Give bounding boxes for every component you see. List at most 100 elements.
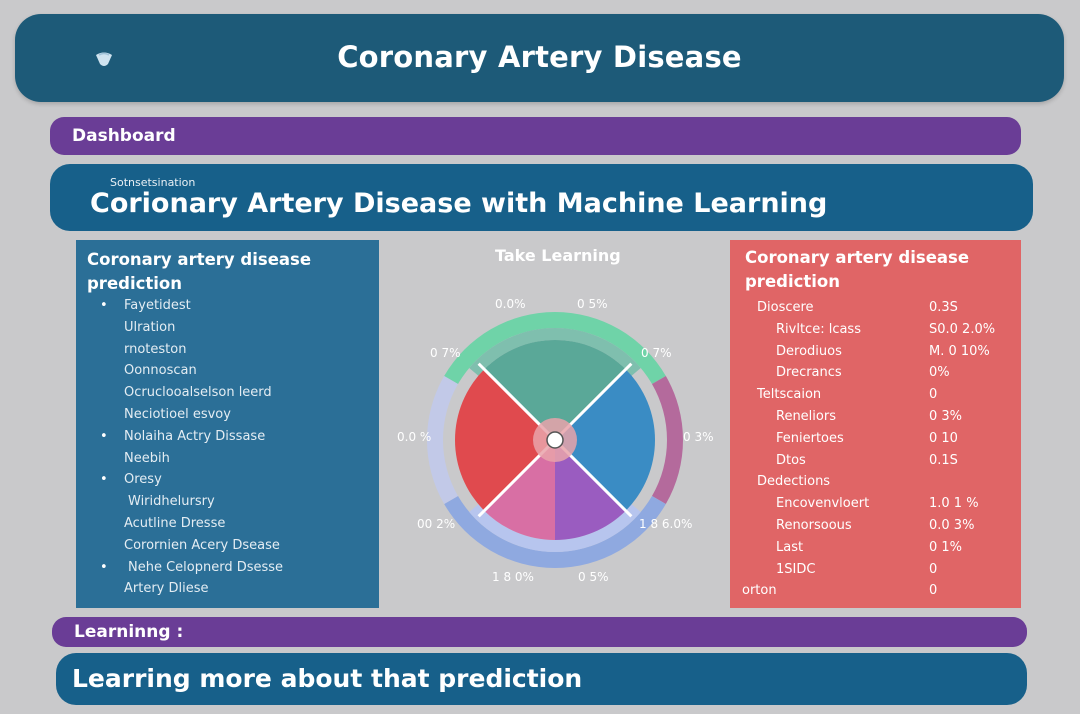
row-label: 1SIDC	[776, 561, 816, 577]
row-label: Dedections	[757, 474, 831, 490]
row-label: Renorsoous	[776, 517, 852, 533]
row-value: 0.0 3%	[929, 517, 975, 533]
outer-ring-light	[427, 376, 459, 504]
list-item: Ocruclooalselson leerd	[76, 383, 379, 405]
row-label: orton	[742, 583, 777, 599]
hero-banner: Sotnsetsination Corionary Artery Disease…	[50, 164, 1033, 231]
inner-ring-teal	[469, 328, 641, 376]
bullet-icon: •	[100, 428, 108, 444]
learning-nav[interactable]: Learninng :	[52, 617, 1027, 647]
table-row: 1SIDC 0	[730, 561, 1021, 583]
row-label: Reneliors	[776, 408, 836, 424]
list-item: Ulration	[76, 318, 379, 340]
prediction-results-panel: Coronary artery disease prediction Diosc…	[730, 240, 1021, 608]
hero-subtitle: Sotnsetsination	[110, 176, 196, 189]
list-item: Acutline Dresse	[76, 514, 379, 536]
chart-percent-label: 0 3%	[683, 430, 714, 444]
inner-ring-blue	[469, 504, 641, 552]
left-panel-title: Coronary artery disease prediction	[87, 250, 312, 293]
chart-percent-label: 1 8 6.0%	[639, 517, 693, 531]
row-label: Dtos	[776, 452, 806, 468]
chart-percent-label: 00 2%	[417, 517, 456, 531]
outer-ring-blue	[444, 496, 666, 568]
right-panel-title: Coronary artery disease prediction	[745, 248, 970, 291]
chart-percent-label: 0 5%	[577, 297, 608, 311]
row-label: Encovenvloert	[776, 496, 870, 512]
table-row: Teltscaion 0	[730, 386, 1021, 408]
list-item-label: rnoteston	[124, 341, 187, 357]
table-row: Dioscere 0.3S	[730, 299, 1021, 321]
list-item: • Nehe Celopnerd Dsesse	[76, 558, 379, 580]
list-item: Corornien Acery Dsease	[76, 536, 379, 558]
outer-ring-mauve	[651, 376, 683, 504]
list-item: Neciotioel esvoy	[76, 405, 379, 427]
row-value: 0	[929, 561, 938, 577]
chart-percent-label: 0 7%	[641, 346, 672, 360]
outer-ring-green	[444, 312, 666, 384]
wedge-right	[555, 369, 655, 511]
learn-more-banner[interactable]: Learring more about that prediction	[56, 653, 1027, 705]
table-row: Feniertoes 0 10	[730, 430, 1021, 452]
results-table: Dioscere 0.3S Rivltce: lcass S0.0 2.0% Derod…	[730, 299, 1021, 604]
list-item: rnoteston	[76, 340, 379, 362]
radial-chart	[427, 312, 683, 568]
list-item-label: Oonnoscan	[124, 363, 197, 379]
list-item: • Oresy	[76, 470, 379, 492]
chart-percent-label: 1 8 0%	[492, 570, 534, 584]
row-label: Feniertoes	[776, 430, 844, 446]
bullet-icon: •	[100, 559, 108, 575]
hero-title: Corionary Artery Disease with Machine Le…	[90, 188, 828, 219]
app-title: Coronary Artery Disease	[337, 40, 742, 74]
row-label: Dioscere	[757, 300, 814, 315]
row-label: Last	[776, 539, 804, 555]
row-label: Teltscaion	[757, 387, 822, 403]
row-value: 0 1%	[929, 539, 963, 555]
chart-percent-label: 0.0%	[495, 297, 526, 311]
dashboard-nav[interactable]: Dashboard	[50, 117, 1021, 155]
learn-more-title: Learring more about that prediction	[72, 664, 583, 693]
list-item-label: Nolaiha Actry Dissase	[124, 428, 266, 444]
table-row: Dedections	[730, 473, 1021, 495]
list-item: • Fayetidest	[76, 296, 379, 318]
list-item-label: Neebih	[124, 450, 170, 466]
row-label: Derodiuos	[776, 343, 842, 359]
app-header: Coronary Artery Disease	[15, 14, 1064, 102]
table-row: Derodiuos M. 0 10%	[730, 343, 1021, 365]
list-item-label: Fayetidest	[124, 298, 191, 313]
table-row: Drecrancs 0%	[730, 364, 1021, 386]
prediction-list-panel: Coronary artery disease prediction • Faye…	[76, 240, 379, 608]
row-value: 1.0 1 %	[929, 496, 979, 512]
row-value: 0.3S	[929, 300, 958, 315]
row-value: 0 3%	[929, 408, 963, 424]
chart-title: Take Learning	[495, 246, 621, 265]
center-dot-icon	[546, 431, 564, 449]
wedge-top	[484, 340, 626, 440]
chart-percent-label: 0 7%	[430, 346, 461, 360]
list-item: Wiridhelursry	[76, 492, 379, 514]
table-row: Dtos 0.1S	[730, 452, 1021, 474]
row-value: 0.1S	[929, 452, 958, 468]
bullet-icon: •	[100, 298, 108, 313]
list-item-label: Oresy	[124, 472, 162, 488]
table-row: Rivltce: lcass S0.0 2.0%	[730, 321, 1021, 343]
chart-percent-label: 0.0 %	[397, 430, 432, 444]
list-item: Neebih	[76, 449, 379, 471]
list-item: Oonnoscan	[76, 361, 379, 383]
row-value: 0 10	[929, 430, 958, 446]
table-row: orton 0	[730, 582, 1021, 604]
list-item-label: Nehe Celopnerd Dsesse	[128, 559, 284, 575]
row-value: 0	[929, 387, 938, 403]
list-item: • Nolaiha Actry Dissase	[76, 427, 379, 449]
list-item: Artery Dliese	[76, 579, 379, 601]
list-item-label: Neciotioel esvoy	[124, 406, 231, 422]
row-value: 0	[929, 583, 938, 599]
table-row: Reneliors 0 3%	[730, 408, 1021, 430]
list-item-label: Wiridhelursry	[128, 494, 215, 510]
prediction-list: • Fayetidest Ulration rnoteston Oonnoscan Ocr…	[76, 296, 379, 601]
wedge-bottom-left	[484, 440, 555, 540]
row-label: Rivltce: lcass	[776, 321, 861, 337]
radial-chart-panel: Take Learning 0.0% 0 5% 0 7% 0 7% 0.0 % 0 3% 0…	[385, 240, 725, 610]
list-item-label: Corornien Acery Dsease	[124, 537, 280, 553]
heart-logo-icon	[96, 52, 112, 66]
table-row: Encovenvloert 1.0 1 %	[730, 495, 1021, 517]
